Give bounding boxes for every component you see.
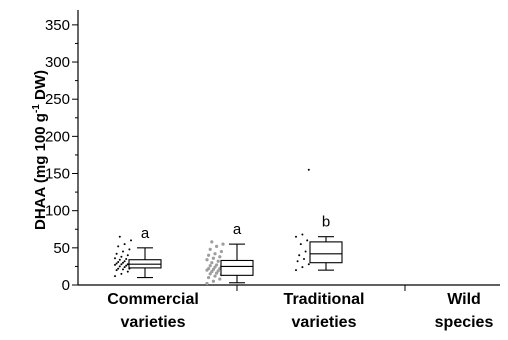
data-point — [118, 258, 121, 261]
data-point — [120, 272, 123, 275]
category-label: Traditional — [284, 291, 365, 308]
y-axis: 0 50 100 150 200 250 300 350 — [45, 10, 79, 294]
data-point — [211, 279, 215, 283]
data-point — [207, 275, 211, 280]
group-letter: a — [141, 225, 150, 242]
data-point — [125, 264, 128, 267]
data-point — [216, 259, 220, 263]
data-point — [210, 240, 214, 244]
data-point — [295, 235, 297, 238]
data-point — [304, 250, 307, 253]
data-point — [219, 249, 223, 254]
data-point — [126, 263, 129, 266]
data-point — [126, 254, 129, 257]
data-point — [115, 269, 118, 272]
group-letter: a — [233, 221, 242, 238]
data-point — [123, 243, 126, 246]
data-point — [117, 260, 120, 263]
data-point — [205, 258, 209, 262]
category-label: varieties — [121, 314, 186, 331]
group-letter: b — [322, 214, 330, 231]
data-point — [120, 255, 123, 258]
data-point — [211, 267, 215, 271]
data-point — [301, 233, 304, 236]
data-point — [213, 265, 217, 269]
data-point — [123, 266, 126, 269]
y-tick-label: 200 — [45, 128, 70, 145]
data-point — [307, 263, 310, 266]
y-tick-label: 0 — [62, 277, 70, 294]
data-point — [126, 270, 129, 273]
data-point — [208, 264, 212, 268]
data-point — [307, 168, 310, 171]
data-point — [306, 239, 309, 242]
data-point — [118, 235, 121, 238]
data-point — [208, 272, 212, 276]
data-point — [122, 268, 124, 271]
box-plots — [128, 236, 343, 284]
data-point — [215, 244, 219, 248]
category-labels: Commercial varieties Traditional varieties W… — [107, 291, 493, 331]
y-tick-label: 150 — [45, 166, 70, 183]
data-point — [221, 242, 225, 246]
data-point — [218, 277, 222, 281]
data-point — [128, 248, 131, 251]
data-point — [216, 269, 220, 273]
y-tick-label: 50 — [53, 240, 70, 257]
data-point — [208, 247, 212, 251]
category-label: varieties — [292, 314, 357, 331]
data-point — [299, 243, 302, 246]
data-point — [211, 256, 215, 260]
data-point — [117, 267, 120, 270]
data-point — [207, 253, 211, 257]
data-point — [303, 257, 305, 260]
data-point — [122, 250, 124, 253]
data-point — [301, 266, 304, 269]
data-point — [215, 263, 219, 267]
data-point — [123, 260, 126, 263]
data-point — [114, 263, 116, 266]
box — [220, 259, 254, 276]
data-point — [114, 257, 116, 260]
y-axis-label: DHAA (mg 100 g-1 DW) — [31, 70, 49, 230]
data-point — [118, 265, 121, 268]
data-point — [215, 271, 219, 275]
data-point — [205, 281, 209, 286]
data-point — [115, 252, 118, 255]
data-point — [210, 261, 214, 265]
data-points — [114, 168, 313, 286]
data-point — [218, 255, 222, 259]
category-label: Commercial — [107, 291, 199, 308]
y-tick-label: 300 — [45, 54, 70, 71]
data-point — [210, 270, 214, 274]
data-point — [296, 260, 299, 263]
data-point — [122, 261, 124, 264]
data-point — [207, 267, 211, 271]
data-point — [120, 263, 123, 266]
data-point — [117, 245, 120, 248]
data-point — [115, 262, 118, 265]
data-point — [114, 275, 116, 278]
category-label: species — [435, 314, 494, 331]
data-point — [298, 254, 301, 257]
category-label: Wild — [447, 291, 481, 308]
data-point — [213, 274, 217, 278]
y-tick-label: 350 — [45, 17, 70, 34]
y-tick-label: 250 — [45, 91, 70, 108]
data-point — [295, 269, 297, 272]
data-point — [125, 257, 128, 260]
box — [309, 241, 343, 264]
data-point — [213, 252, 217, 256]
y-tick-label: 100 — [45, 203, 70, 220]
x-axis — [78, 284, 500, 291]
data-point — [130, 239, 132, 242]
